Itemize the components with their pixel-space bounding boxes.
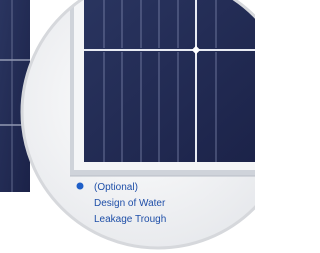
- page: (Optional) Design of Water Leakage Troug…: [0, 0, 255, 253]
- caption-line: Leakage Trough: [94, 214, 166, 225]
- caption-line: (Optional): [94, 182, 138, 193]
- product-detail: (Optional) Design of Water Leakage Troug…: [0, 0, 255, 253]
- caption-line: Design of Water: [94, 198, 166, 209]
- bullet: [77, 183, 84, 190]
